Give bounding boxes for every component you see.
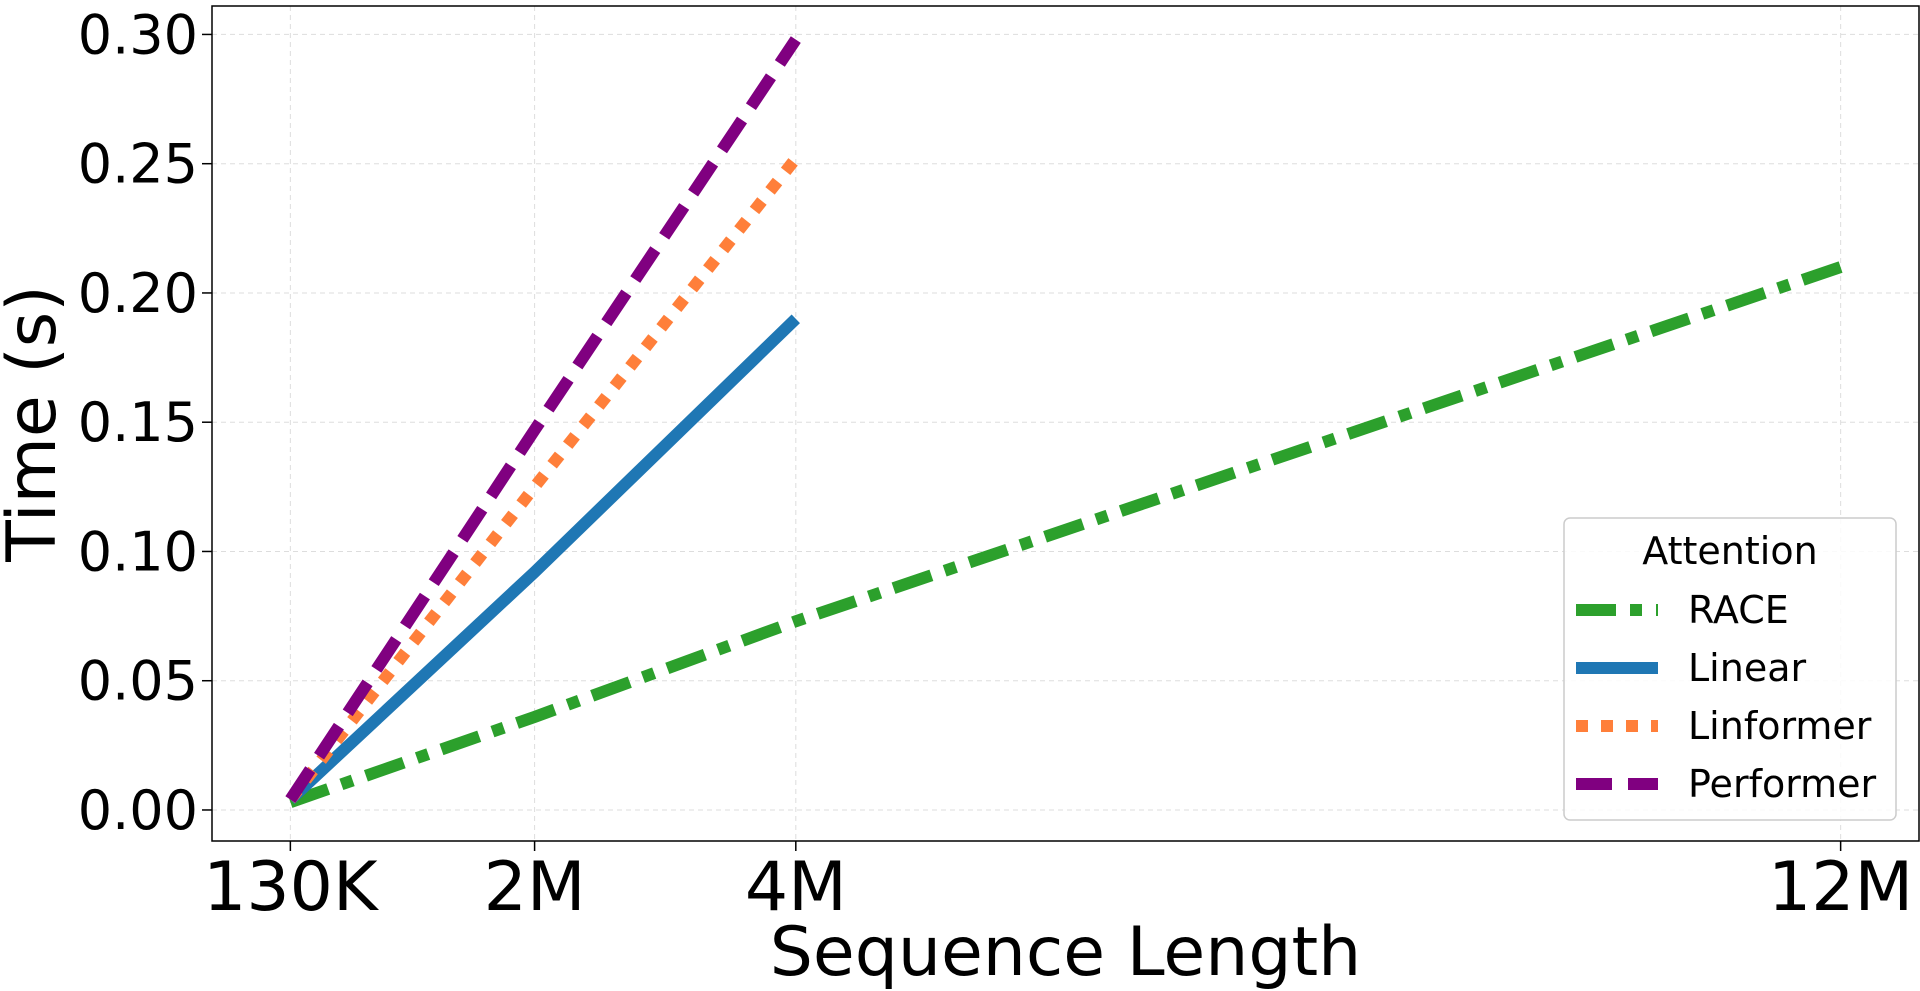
legend-label-linformer: Linformer bbox=[1688, 704, 1872, 748]
y-tick-label: 0.10 bbox=[78, 520, 198, 583]
legend-label-race: RACE bbox=[1688, 588, 1789, 632]
y-tick-label: 0.05 bbox=[78, 650, 198, 713]
y-tick-label: 0.20 bbox=[78, 262, 198, 325]
plot-frame bbox=[211, 5, 1920, 842]
y-tick-label: 0.30 bbox=[78, 3, 198, 66]
series-lines bbox=[285, 36, 1843, 808]
series-line-performer bbox=[285, 36, 801, 803]
y-tick-label: 0.25 bbox=[78, 133, 198, 196]
series-line-linformer bbox=[285, 154, 801, 804]
legend-title: Attention bbox=[1642, 529, 1817, 573]
legend-items: RACE Linear Linformer Performer bbox=[1576, 588, 1877, 806]
legend-label-linear: Linear bbox=[1688, 646, 1806, 690]
axis-ticks: 130K 2M 4M 12M 0.00 0.05 0.10 0.15 0.20 0.25 0.30 bbox=[78, 3, 1913, 927]
y-axis-label: Time (s) bbox=[0, 285, 72, 563]
x-tick-label: 130K bbox=[203, 848, 380, 927]
x-tick-label: 2M bbox=[484, 848, 586, 927]
x-tick-label: 4M bbox=[745, 848, 847, 927]
y-tick-label: 0.15 bbox=[78, 391, 198, 454]
x-tick-label: 12M bbox=[1768, 848, 1913, 927]
y-tick-label: 0.00 bbox=[78, 779, 198, 842]
legend-box bbox=[1563, 517, 1897, 821]
legend-label-performer: Performer bbox=[1688, 762, 1877, 806]
x-axis-label: Sequence Length bbox=[770, 913, 1362, 991]
legend: Attention RACE Linear Linformer Performer bbox=[1563, 517, 1897, 821]
series-line-linear bbox=[286, 314, 800, 804]
